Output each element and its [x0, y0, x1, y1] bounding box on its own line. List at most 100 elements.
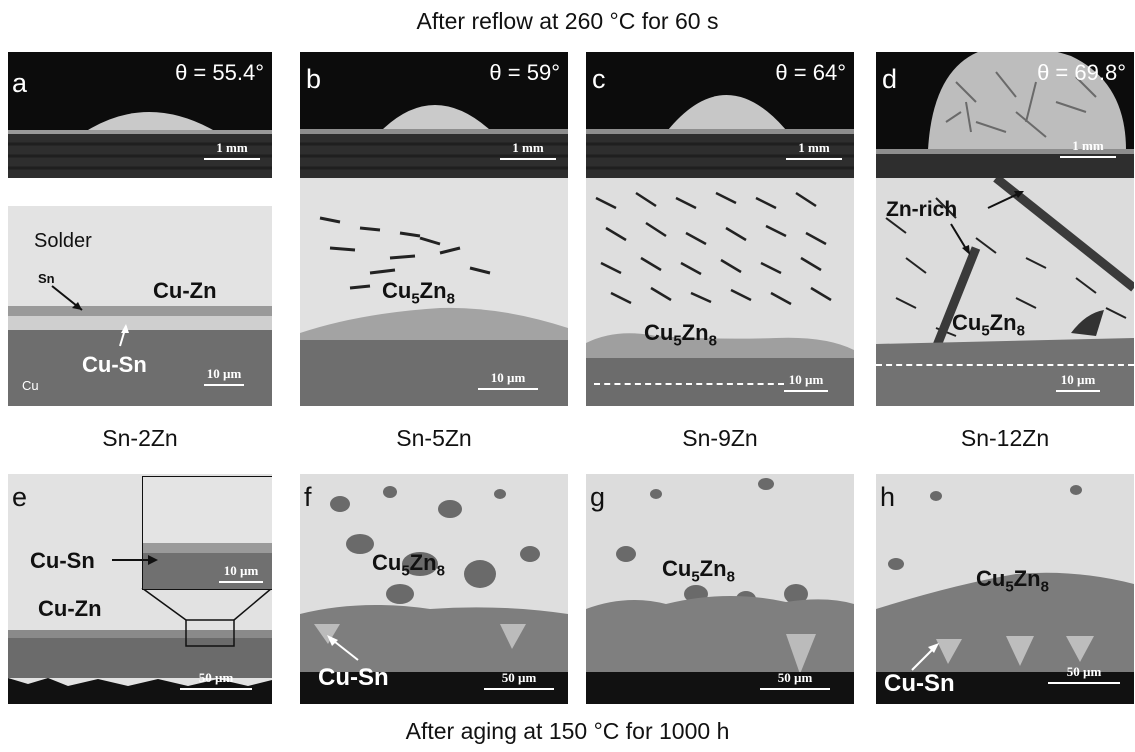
cu5zn8-h-cu: Cu [976, 566, 1006, 591]
cu5zn8-c-sub2: 8 [708, 332, 717, 350]
alloy-label-sn9zn: Sn-9Zn [682, 425, 758, 451]
panel-c-micrograph: Cu5Zn8 10 µm [586, 178, 854, 406]
panel-b-micrograph: Cu5Zn8 10 µm [300, 178, 568, 406]
panel-a-scale-text: 1 mm [216, 140, 248, 155]
label-cu-sn-f: Cu-Sn [318, 664, 389, 691]
arrows-a [51, 285, 129, 347]
label-cu5zn8-c: Cu5Zn8 [644, 320, 717, 349]
arrows-h [911, 643, 939, 671]
micro-b-scale-text: 10 µm [490, 370, 526, 385]
droplet-a-image [8, 112, 272, 178]
panel-b-droplet: b θ = 59° 1 mm [300, 52, 568, 178]
cu5zn8-d-cu: Cu [952, 310, 982, 335]
panel-c-angle: θ = 64° [775, 60, 846, 85]
panel-c-droplet: c θ = 64° 1 mm [586, 52, 854, 178]
micro-b-image [300, 216, 568, 406]
panel-e-scalebar: 50 µm [180, 670, 252, 690]
panel-a-micro-scalebar: 10 µm [204, 366, 244, 386]
inset-e-scale-text: 10 µm [223, 563, 259, 578]
top-title: After reflow at 260 °C for 60 s [416, 8, 719, 34]
panel-c-micro-scalebar: 10 µm [784, 372, 828, 392]
label-cu-zn-e: Cu-Zn [38, 596, 102, 621]
micro-c-scale-text: 10 µm [788, 372, 824, 387]
panel-d-micrograph: Zn-rich Cu5Zn8 10 µm [876, 178, 1134, 406]
micro-d-image [876, 178, 1134, 406]
panel-e-scale-text: 50 µm [198, 670, 234, 685]
panel-g-scalebar: 50 µm [760, 670, 830, 690]
label-cu-sn-a: Cu-Sn [82, 352, 147, 377]
panel-h-scalebar: 50 µm [1048, 664, 1120, 684]
label-cu5zn8-h: Cu5Zn8 [976, 566, 1049, 595]
cu5zn8-b-cu: Cu [382, 278, 412, 303]
label-cu5zn8-b: Cu5Zn8 [382, 278, 455, 307]
cu5zn8-b-zn: Zn [419, 278, 447, 303]
panel-a-angle: θ = 55.4° [175, 60, 264, 85]
panel-b-letter: b [306, 64, 322, 94]
panel-c-scale-text: 1 mm [798, 140, 830, 155]
panel-e-aged: 10 µm e Cu-Sn Cu-Zn 50 µm [8, 474, 272, 704]
aged-f-image [300, 486, 568, 704]
label-cu5zn8-f: Cu5Zn8 [372, 550, 445, 579]
cu5zn8-d-sub2: 8 [1016, 322, 1025, 340]
label-cu5zn8-d: Cu5Zn8 [952, 310, 1025, 339]
panel-c-scalebar: 1 mm [786, 140, 842, 160]
panel-f-scale-text: 50 µm [501, 670, 537, 685]
cu5zn8-f-sub1: 5 [401, 562, 410, 580]
label-cu-zn-a: Cu-Zn [153, 278, 217, 303]
label-cu: Cu [22, 378, 39, 393]
cu5zn8-c-sub1: 5 [673, 332, 682, 350]
cu5zn8-d-zn: Zn [989, 310, 1017, 335]
dashed-line-c [594, 383, 784, 385]
droplet-d-image [876, 52, 1134, 178]
panel-f-scalebar: 50 µm [484, 670, 554, 690]
panel-h-aged: h Cu5Zn8 Cu-Sn 50 µm [876, 474, 1134, 704]
label-zn-rich: Zn-rich [886, 198, 958, 221]
cu5zn8-b-sub1: 5 [411, 290, 420, 308]
panel-b-micro-scalebar: 10 µm [478, 370, 538, 390]
panel-h-letter: h [880, 482, 896, 512]
cu5zn8-c-cu: Cu [644, 320, 674, 345]
label-sn: Sn [38, 271, 55, 286]
alloy-label-sn12zn: Sn-12Zn [960, 425, 1050, 451]
panel-g-scale-text: 50 µm [777, 670, 813, 685]
panel-b-angle: θ = 59° [489, 60, 560, 85]
cu5zn8-f-sub2: 8 [436, 562, 445, 580]
cu5zn8-c-zn: Zn [681, 320, 709, 345]
panel-a-letter: a [12, 68, 28, 98]
panel-d-scale-text: 1 mm [1072, 138, 1104, 153]
panel-d-angle: θ = 69.8° [1037, 60, 1126, 85]
panel-a-micrograph: Solder Sn Cu-Zn Cu-Sn Cu 10 µm [8, 206, 272, 406]
panel-h-scale-text: 50 µm [1066, 664, 1102, 679]
aged-e-image [8, 587, 272, 704]
panel-d-scalebar: 1 mm [1060, 138, 1116, 158]
droplet-b-image [300, 105, 568, 178]
panel-e-letter: e [12, 482, 28, 512]
bottom-title: After aging at 150 °C for 1000 h [405, 718, 730, 744]
micro-c-image [586, 191, 854, 406]
arrows-e [112, 555, 158, 565]
label-cu-sn-h: Cu-Sn [884, 670, 955, 697]
dashed-line-d [876, 364, 1134, 366]
aged-h-image [876, 485, 1134, 704]
micro-a-image [8, 306, 272, 406]
cu5zn8-g-cu: Cu [662, 556, 692, 581]
label-cu5zn8-g: Cu5Zn8 [662, 556, 735, 585]
cu5zn8-h-zn: Zn [1013, 566, 1041, 591]
cu5zn8-d-sub1: 5 [981, 322, 990, 340]
inset-e: 10 µm [142, 476, 272, 590]
panel-d-micro-scalebar: 10 µm [1056, 372, 1100, 392]
panel-g-letter: g [590, 482, 606, 512]
cu5zn8-f-zn: Zn [409, 550, 437, 575]
panel-a-scalebar: 1 mm [204, 140, 260, 160]
cu5zn8-f-cu: Cu [372, 550, 402, 575]
alloy-label-sn2zn: Sn-2Zn [102, 425, 178, 451]
panel-b-scale-text: 1 mm [512, 140, 544, 155]
cu5zn8-b-sub2: 8 [446, 290, 455, 308]
inset-e-scalebar: 10 µm [219, 563, 263, 583]
panel-a-droplet: a θ = 55.4° 1 mm [8, 52, 272, 178]
arrows-d [950, 191, 1024, 255]
label-cu-sn-e: Cu-Sn [30, 548, 95, 573]
cu5zn8-h-sub1: 5 [1005, 578, 1014, 596]
panel-f-letter: f [304, 482, 312, 512]
panel-d-droplet: d θ = 69.8° 1 mm [876, 52, 1134, 178]
